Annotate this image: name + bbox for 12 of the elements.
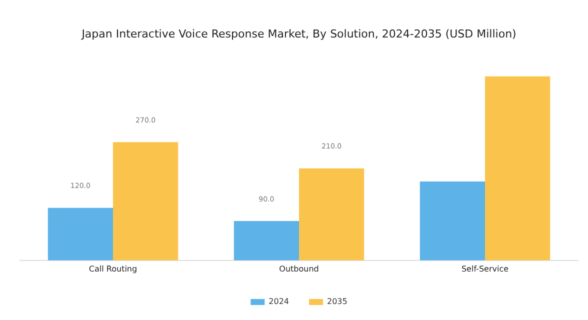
bar — [48, 208, 113, 260]
bar — [299, 168, 364, 260]
legend-label: 2035 — [327, 297, 348, 306]
legend-label: 2024 — [268, 297, 289, 306]
x-tick-label: Outbound — [279, 264, 319, 274]
chart-title: Japan Interactive Voice Response Market, By Solution, 2024-2035 (USD Million) — [80, 27, 516, 40]
bar — [234, 220, 299, 260]
x-tick-label: Call Routing — [88, 264, 138, 274]
bar — [485, 76, 550, 260]
bar — [113, 142, 178, 260]
bar — [420, 182, 485, 260]
x-tick-label: Self-Service — [461, 264, 509, 274]
